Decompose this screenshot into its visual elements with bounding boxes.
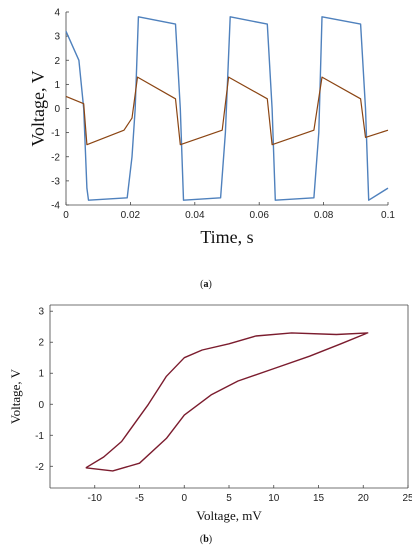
y-axis-label: Voltage, V xyxy=(28,70,48,146)
y-tick-label: 0 xyxy=(54,104,60,115)
x-tick-label: 0.06 xyxy=(249,210,269,221)
x-tick-label: 25 xyxy=(402,493,412,504)
y-tick-label: -2 xyxy=(35,462,44,473)
y-tick-label: 1 xyxy=(38,369,44,380)
x-tick-label: 15 xyxy=(313,493,325,504)
y-tick-label: 1 xyxy=(54,80,60,91)
x-tick-label: 0 xyxy=(181,493,187,504)
y-tick-label: 0 xyxy=(38,400,44,411)
x-tick-label: 0.02 xyxy=(121,210,141,221)
y-tick-label: 2 xyxy=(54,56,60,67)
series-line-2 xyxy=(65,76,389,146)
panel-a-label: (a) xyxy=(200,279,212,290)
y-tick-label: 2 xyxy=(38,338,44,349)
y-tick-label: -1 xyxy=(35,431,44,442)
x-tick-label: 0.1 xyxy=(381,210,395,221)
y-axis-label: Voltage, V xyxy=(8,368,23,424)
x-tick-label: 0 xyxy=(63,210,69,221)
y-tick-label: -1 xyxy=(51,128,60,139)
panel-a: 0 0.02 0.04 0.06 0.08 0.1 -4 -3 -2 -1 0 1 2 3 4 Time, s… xyxy=(28,8,395,248)
x-tick-label: 0.08 xyxy=(314,210,334,221)
x-axis-label: Voltage, mV xyxy=(196,508,262,523)
series-line-1 xyxy=(65,16,389,201)
y-tick-label: 4 xyxy=(54,8,60,19)
x-tick-label: -5 xyxy=(135,493,144,504)
x-tick-label: 0.04 xyxy=(185,210,205,221)
series-line-1 xyxy=(85,332,369,472)
x-tick-label: 5 xyxy=(226,493,232,504)
y-tick-label: -2 xyxy=(51,152,60,163)
y-tick-label: 3 xyxy=(54,32,60,43)
x-tick-label: 20 xyxy=(358,493,370,504)
x-tick-label: -10 xyxy=(88,493,103,504)
x-axis-label: Time, s xyxy=(200,227,253,247)
y-tick-label: -4 xyxy=(51,201,60,212)
x-tick-label: 10 xyxy=(268,493,280,504)
y-tick-label: -3 xyxy=(51,176,60,187)
panel-b-label: (b) xyxy=(200,534,212,545)
y-tick-label: 3 xyxy=(38,307,44,318)
